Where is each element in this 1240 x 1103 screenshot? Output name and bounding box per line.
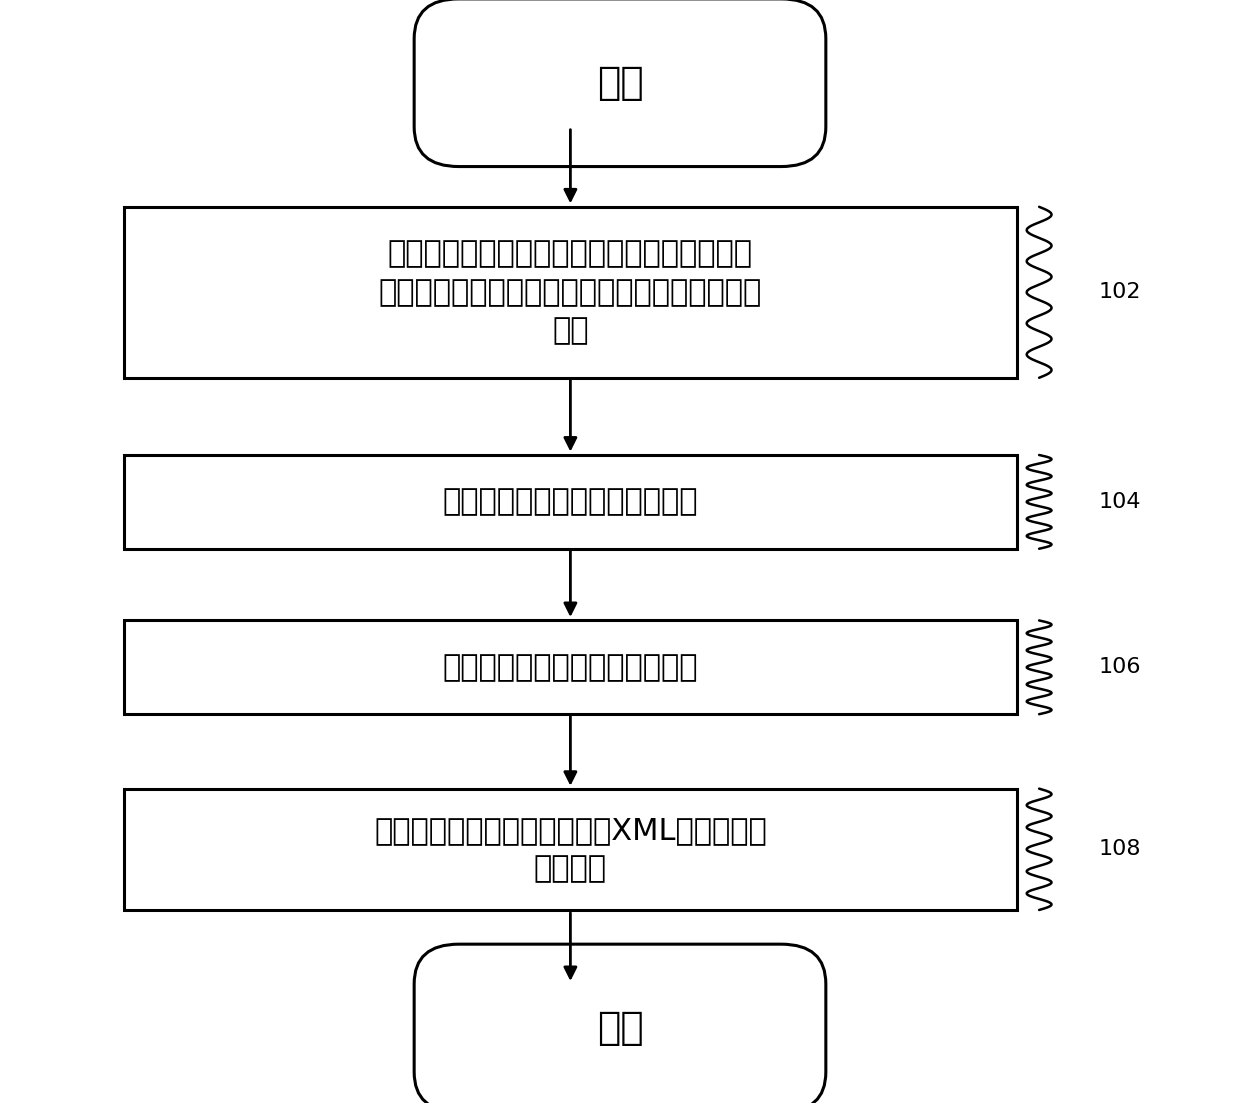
Text: 108: 108 — [1099, 839, 1141, 859]
Text: 根据所述样式和所述标签，对XML结构化数据
进行排版: 根据所述样式和所述标签，对XML结构化数据 进行排版 — [374, 816, 766, 882]
Text: 104: 104 — [1099, 492, 1141, 512]
Text: 102: 102 — [1099, 282, 1141, 302]
Text: 为所述示例内容添加样式和标签: 为所述示例内容添加样式和标签 — [443, 653, 698, 682]
FancyBboxPatch shape — [124, 207, 1017, 377]
FancyBboxPatch shape — [124, 789, 1017, 910]
FancyBboxPatch shape — [414, 0, 826, 167]
Text: 在所述组件对象中添加示例内容: 在所述组件对象中添加示例内容 — [443, 488, 698, 516]
Text: 开始: 开始 — [596, 64, 644, 101]
FancyBboxPatch shape — [414, 944, 826, 1103]
Text: 在模板中创建组件对象，其中，所述组件对象
为：表格组件对象、图片组件对象或者公式组件
对象: 在模板中创建组件对象，其中，所述组件对象 为：表格组件对象、图片组件对象或者公式… — [378, 239, 763, 345]
FancyBboxPatch shape — [124, 454, 1017, 548]
FancyBboxPatch shape — [124, 620, 1017, 715]
Text: 106: 106 — [1099, 657, 1141, 677]
Text: 结束: 结束 — [596, 1009, 644, 1047]
